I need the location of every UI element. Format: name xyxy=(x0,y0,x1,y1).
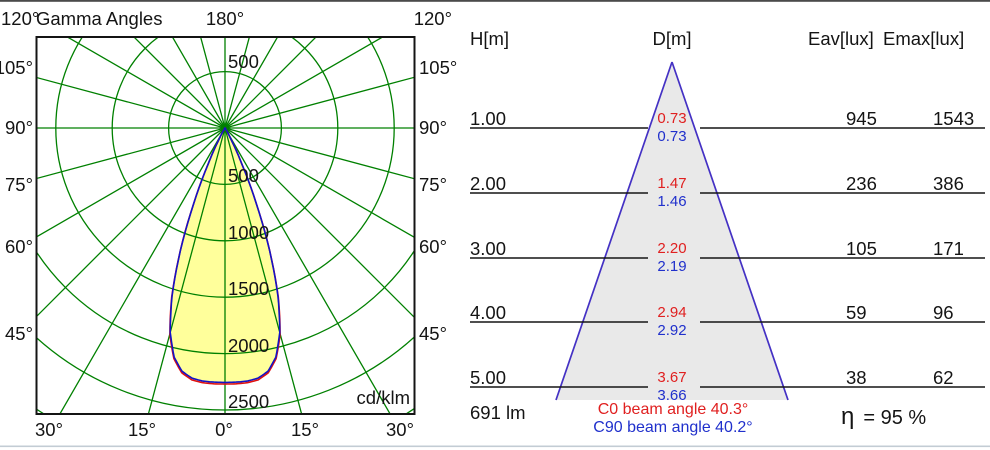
emax-value: 96 xyxy=(933,302,954,323)
gamma-label-bottom-30l: 30° xyxy=(35,419,63,440)
ring-label-2000: 2000 xyxy=(228,335,269,356)
polar-grid xyxy=(36,37,415,414)
eav-value: 236 xyxy=(846,173,877,194)
unit-label-cdklm: cd/klm xyxy=(357,387,410,408)
d-c0-value: 2.20 xyxy=(657,240,686,257)
window-bottom-border xyxy=(0,445,990,448)
emax-value: 62 xyxy=(933,367,954,388)
table-row: 4.00 2.94 2.92 59 96 xyxy=(470,302,954,339)
gamma-label-bottom-15l: 15° xyxy=(128,419,156,440)
col-header-h: H[m] xyxy=(470,28,509,49)
gamma-label-top-center: 180° xyxy=(206,8,244,29)
polar-radial-line xyxy=(224,127,391,414)
gamma-label-right-60: 60° xyxy=(419,236,447,257)
table-row: 5.00 3.67 3.66 38 62 xyxy=(470,367,954,404)
d-c0-value: 2.94 xyxy=(657,304,686,321)
cone-diagram xyxy=(555,61,789,401)
gamma-label-left-45: 45° xyxy=(5,323,33,344)
gamma-label-bottom-30r: 30° xyxy=(386,419,414,440)
gamma-label-right-45: 45° xyxy=(419,323,447,344)
polar-radial-line xyxy=(224,37,317,129)
polar-radial-line xyxy=(224,127,303,414)
col-header-d: D[m] xyxy=(652,28,691,49)
emax-value: 171 xyxy=(933,238,964,259)
eav-value: 59 xyxy=(846,302,867,323)
polar-radial-line xyxy=(36,127,226,318)
polar-radial-line xyxy=(224,37,384,129)
table-row: 2.00 1.47 1.46 236 386 xyxy=(470,173,964,210)
polar-radial-line xyxy=(59,127,226,414)
table-row: 3.00 2.20 2.19 105 171 xyxy=(470,238,964,275)
eta-equals-value: = 95 % xyxy=(863,407,926,429)
polar-radial-line xyxy=(224,127,415,180)
polar-title: Gamma Angles xyxy=(36,8,162,29)
ring-label-1000: 1000 xyxy=(228,222,269,243)
h-value: 4.00 xyxy=(470,302,506,323)
d-c90-value: 2.19 xyxy=(657,258,686,275)
gamma-label-left-75: 75° xyxy=(5,174,33,195)
cone-edges xyxy=(555,61,789,401)
gamma-label-left-90: 90° xyxy=(5,117,33,138)
d-c90-value: 3.66 xyxy=(657,387,686,404)
gamma-label-bottom-15r: 15° xyxy=(291,419,319,440)
col-header-emax: Emax[lux] xyxy=(883,28,964,49)
window-top-border xyxy=(0,0,990,2)
polar-radial-line xyxy=(66,37,226,129)
eav-value: 945 xyxy=(846,108,877,129)
c90-intensity-curve xyxy=(169,126,281,384)
polar-radial-line xyxy=(171,37,226,129)
gamma-label-top-left: 120° xyxy=(1,8,39,29)
polar-radial-line xyxy=(224,127,415,239)
h-value: 1.00 xyxy=(470,108,506,129)
polar-radial-line xyxy=(147,127,226,414)
h-value: 5.00 xyxy=(470,367,506,388)
ring-label-500: 500 xyxy=(228,165,259,186)
polar-radial-line xyxy=(224,76,415,129)
table-row-lines xyxy=(470,127,985,388)
cone-shape xyxy=(556,62,788,400)
ring-label-500-above: 500 xyxy=(228,51,259,72)
col-header-eav: Eav[lux] xyxy=(808,28,874,49)
d-c0-value: 0.73 xyxy=(657,110,686,127)
polar-radial-line xyxy=(224,37,279,129)
gamma-label-left-105: 105° xyxy=(0,57,33,78)
d-c90-value: 1.46 xyxy=(657,193,686,210)
eta-symbol: η xyxy=(841,403,854,430)
emax-value: 1543 xyxy=(933,108,974,129)
gamma-label-left-60: 60° xyxy=(5,236,33,257)
polar-radial-line xyxy=(133,37,226,129)
h-value: 3.00 xyxy=(470,238,506,259)
polar-radial-line xyxy=(199,37,226,129)
d-c0-value: 3.67 xyxy=(657,369,686,386)
d-c0-value: 1.47 xyxy=(657,175,686,192)
eav-value: 38 xyxy=(846,367,867,388)
d-c90-value: 0.73 xyxy=(657,128,686,145)
polar-radial-line xyxy=(36,127,226,180)
polar-radial-line xyxy=(224,37,251,129)
polar-radial-line xyxy=(36,127,226,238)
emax-value: 386 xyxy=(933,173,964,194)
polar-radial-line xyxy=(224,127,415,319)
efficiency-value: η = 95 % xyxy=(841,403,926,430)
gamma-label-right-75: 75° xyxy=(419,174,447,195)
polar-radial-line xyxy=(36,76,226,129)
ring-label-2500: 2500 xyxy=(228,391,269,412)
table-row: 1.00 0.73 0.73 945 1543 xyxy=(470,108,974,145)
luminous-flux-value: 691 lm xyxy=(470,402,526,423)
gamma-label-top-right: 120° xyxy=(414,8,452,29)
ring-label-1500: 1500 xyxy=(228,278,269,299)
c90-beam-angle: C90 beam angle 40.2° xyxy=(593,419,752,436)
h-value: 2.00 xyxy=(470,173,506,194)
gamma-label-right-105: 105° xyxy=(419,57,457,78)
polar-plot-border xyxy=(35,36,416,415)
c0-beam-angle: C0 beam angle 40.3° xyxy=(598,401,749,418)
d-c90-value: 2.92 xyxy=(657,322,686,339)
eav-value: 105 xyxy=(846,238,877,259)
gamma-label-right-90: 90° xyxy=(419,117,447,138)
gamma-label-bottom-0: 0° xyxy=(215,419,233,440)
